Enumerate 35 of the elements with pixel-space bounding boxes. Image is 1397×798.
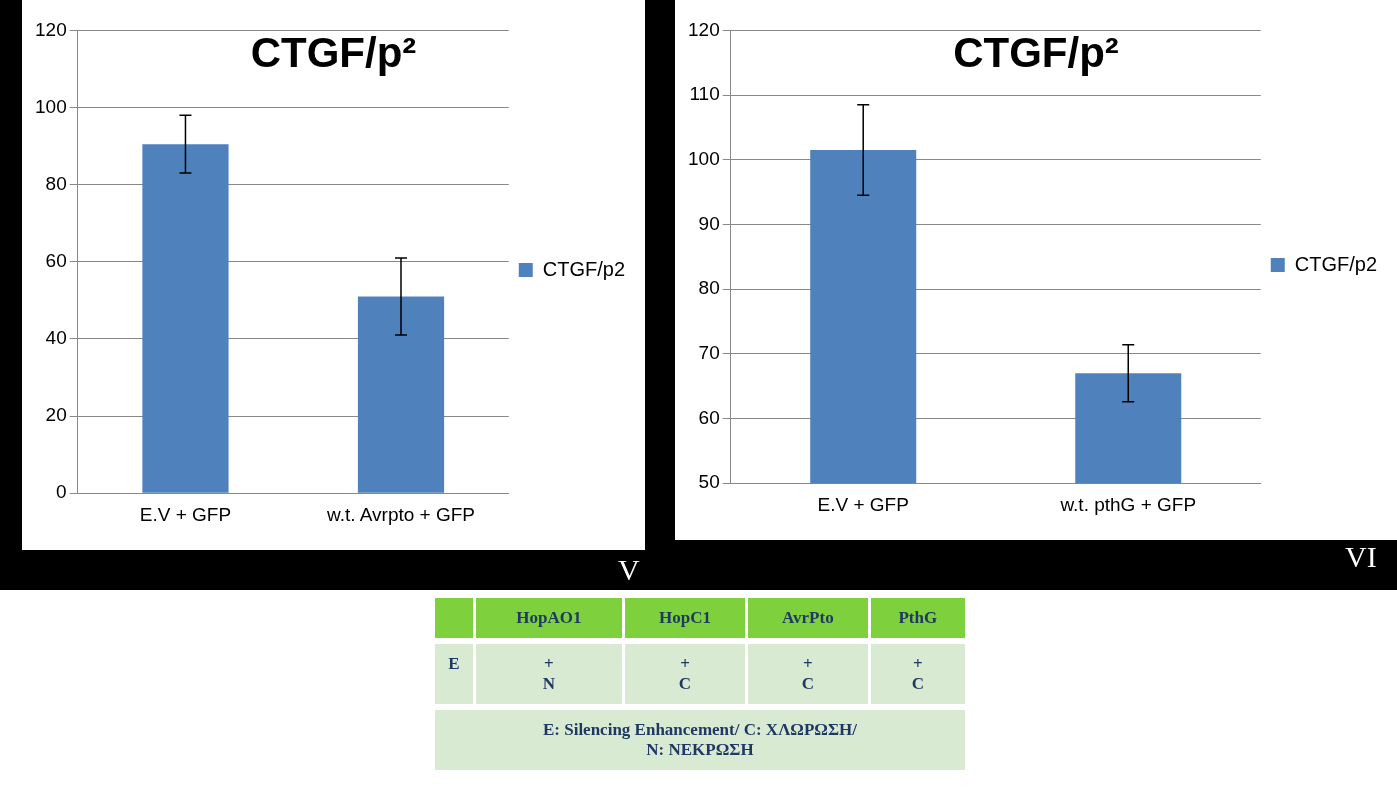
category-label: E [448, 654, 460, 673]
chart-title: CTGF/p² [250, 28, 417, 76]
y-tick-label: 120 [688, 18, 720, 40]
category-label: HopAO1 [472, 598, 622, 638]
y-tick-label: 100 [688, 148, 720, 170]
text: + C [801, 654, 814, 693]
y-tick-label: 20 [45, 404, 67, 426]
text: + N [542, 654, 556, 693]
x-tick-label: w.t. pthG + GFP [1059, 493, 1197, 515]
y-tick-label: 80 [45, 172, 67, 194]
y-tick-label: 120 [35, 18, 67, 40]
text: V [618, 553, 640, 587]
text: + C [678, 654, 692, 693]
y-tick-label: 0 [56, 481, 67, 503]
category-label: AvrPto [745, 598, 868, 638]
y-tick-label: 100 [35, 95, 67, 117]
x-tick-label: E.V + GFP [139, 503, 232, 525]
legend-label: CTGF/p2 [542, 257, 626, 280]
category-label: PthG [867, 598, 965, 638]
x-tick-label: E.V + GFP [817, 493, 909, 515]
y-tick-label: 40 [45, 327, 67, 349]
y-tick-label: 80 [698, 277, 720, 299]
x-tick-label: w.t. Avrpto + GFP [325, 503, 476, 525]
chart-title: CTGF/p² [953, 28, 1119, 76]
text: + C [911, 654, 924, 693]
text: VI [1345, 540, 1377, 574]
y-tick-label: 110 [689, 83, 720, 105]
text: E: Silencing Enhancement/ C: ΧΛΩΡΩΣΗ/ N: ΝΕΚΡΩΣΗ [435, 710, 965, 770]
legend-label: CTGF/p2 [1294, 252, 1378, 275]
y-tick-label: 70 [698, 342, 720, 364]
y-tick-label: 60 [698, 406, 720, 428]
y-tick-label: 60 [45, 250, 67, 272]
y-tick-label: 50 [698, 471, 720, 493]
category-label: HopC1 [621, 598, 746, 638]
y-tick-label: 90 [698, 212, 720, 234]
